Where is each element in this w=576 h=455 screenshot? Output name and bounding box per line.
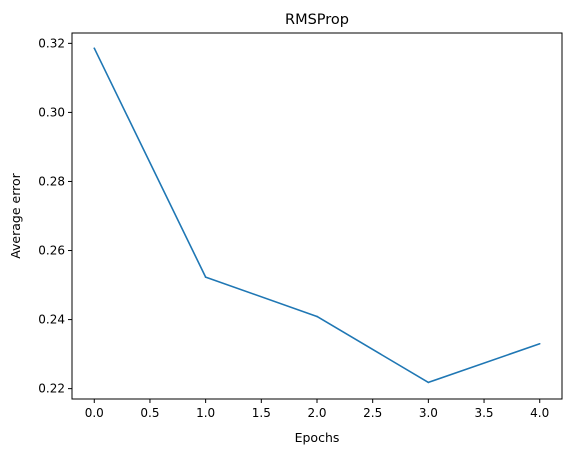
x-tick-label: 0.0 [85, 406, 104, 420]
x-tick-label: 1.5 [252, 406, 271, 420]
y-tick-label: 0.32 [38, 36, 65, 50]
y-tick-label: 0.22 [38, 382, 65, 396]
x-tick-label: 2.5 [363, 406, 382, 420]
y-axis-label: Average error [8, 172, 23, 258]
series-line [93, 47, 540, 384]
plot-area [71, 32, 563, 400]
series-layer [93, 47, 541, 384]
x-tick-label: 3.5 [474, 406, 493, 420]
plot-frame [71, 32, 563, 400]
x-tick-label: 0.5 [140, 406, 159, 420]
y-tick-label: 0.26 [38, 244, 65, 258]
data-point [204, 276, 207, 278]
y-tick-label: 0.30 [38, 105, 65, 119]
data-point [93, 47, 96, 49]
y-tick-label: 0.24 [38, 313, 65, 327]
y-axis: 0.22 0.24 0.26 0.28 0.30 0.32 [38, 36, 72, 396]
chart-title: RMSProp [285, 12, 349, 28]
x-axis: 0.0 0.5 1.0 1.5 2.0 2.5 3.0 3.5 4.0 [85, 399, 549, 420]
x-tick-label: 2.0 [307, 406, 326, 420]
data-point [427, 381, 430, 384]
x-tick-label: 4.0 [530, 406, 549, 420]
x-axis-label: Epochs [295, 430, 340, 445]
data-point [316, 315, 318, 318]
x-tick-label: 1.0 [196, 406, 215, 420]
y-tick-label: 0.28 [38, 174, 65, 188]
data-point [538, 342, 541, 345]
x-tick-label: 3.0 [419, 406, 438, 420]
